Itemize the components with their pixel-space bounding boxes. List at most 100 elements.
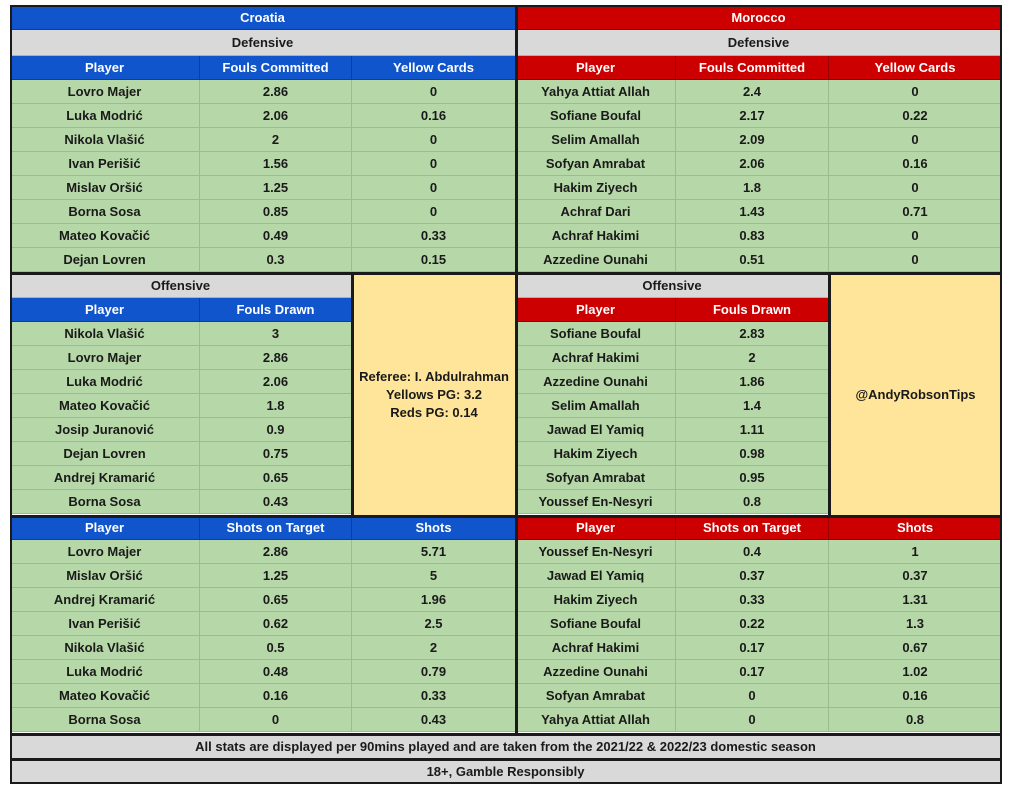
croatia-shots-cell: 2.86 (200, 540, 352, 564)
twitter-handle: @AndyRobsonTips (829, 273, 1002, 516)
croatia-shots-cell: 0.79 (352, 660, 516, 684)
croatia-offensive-cell: 1.8 (200, 394, 352, 418)
croatia-offensive-cell: 0.75 (200, 442, 352, 466)
croatia-defensive-cell: Lovro Majer (10, 80, 200, 104)
morocco-shots-cell: Azzedine Ounahi (516, 660, 676, 684)
croatia-shots-cell: 0.43 (352, 708, 516, 732)
croatia-offensive-cell: 2.86 (200, 346, 352, 370)
croatia-offensive-cell: Mateo Kovačić (10, 394, 200, 418)
croatia-shots-cell: 2 (352, 636, 516, 660)
gamble-notice: 18+, Gamble Responsibly (10, 759, 1002, 784)
croatia-defensive-cell: 0.15 (352, 248, 516, 272)
croatia-offensive-cell: Dejan Lovren (10, 442, 200, 466)
morocco-offensive-cell: 0.95 (676, 466, 829, 490)
croatia-defensive-cell: Luka Modrić (10, 104, 200, 128)
morocco-defensive-cell: 0 (829, 224, 1002, 248)
morocco-defensive-cell: 0.71 (829, 200, 1002, 224)
croatia-offensive-header: Player (10, 298, 200, 322)
croatia-offensive-cell: Nikola Vlašić (10, 322, 200, 346)
croatia-defensive-cell: 0 (352, 200, 516, 224)
morocco-shots-cell: Yahya Attiat Allah (516, 708, 676, 732)
croatia-shots-cell: 0.62 (200, 612, 352, 636)
morocco-offensive-cell: Achraf Hakimi (516, 346, 676, 370)
morocco-defensive-cell: 0.22 (829, 104, 1002, 128)
croatia-shots-cell: 0.48 (200, 660, 352, 684)
croatia-defensive-cell: 0 (352, 176, 516, 200)
morocco-shots-cell: 0.17 (676, 660, 829, 684)
croatia-offensive-title: Offensive (10, 273, 352, 298)
croatia-defensive-cell: Nikola Vlašić (10, 128, 200, 152)
croatia-shots-cell: 5.71 (352, 540, 516, 564)
croatia-shots-cell: 0 (200, 708, 352, 732)
morocco-shots-cell: 0.17 (676, 636, 829, 660)
morocco-defensive-cell: 2.09 (676, 128, 829, 152)
morocco-shots-cell: 0 (676, 708, 829, 732)
morocco-defensive-header: Fouls Committed (676, 56, 829, 80)
croatia-shots-cell: Luka Modrić (10, 660, 200, 684)
croatia-defensive-cell: 0.16 (352, 104, 516, 128)
morocco-shots-cell: 1.3 (829, 612, 1002, 636)
morocco-offensive-cell: Hakim Ziyech (516, 442, 676, 466)
morocco-offensive-cell: 1.86 (676, 370, 829, 394)
croatia-defensive-cell: Borna Sosa (10, 200, 200, 224)
croatia-offensive-cell: 3 (200, 322, 352, 346)
morocco-offensive-cell: Jawad El Yamiq (516, 418, 676, 442)
croatia-offensive-cell: 0.9 (200, 418, 352, 442)
croatia-shots-cell: 1.96 (352, 588, 516, 612)
croatia-offensive-cell: 0.65 (200, 466, 352, 490)
morocco-defensive-cell: Hakim Ziyech (516, 176, 676, 200)
morocco-offensive-cell: 0.98 (676, 442, 829, 466)
croatia-defensive-cell: 0.3 (200, 248, 352, 272)
morocco-team-title: Morocco (516, 5, 1002, 30)
morocco-defensive-cell: 0.51 (676, 248, 829, 272)
morocco-defensive-cell: Selim Amallah (516, 128, 676, 152)
croatia-offensive-cell: Borna Sosa (10, 490, 200, 514)
croatia-shots-header: Player (10, 516, 200, 540)
croatia-shots-cell: 5 (352, 564, 516, 588)
morocco-defensive-title: Defensive (516, 30, 1002, 56)
croatia-offensive-cell: 0.43 (200, 490, 352, 514)
croatia-defensive-cell: Mislav Oršić (10, 176, 200, 200)
croatia-defensive-cell: 0 (352, 128, 516, 152)
morocco-shots-header: Shots (829, 516, 1002, 540)
morocco-shots-cell: 0.16 (829, 684, 1002, 708)
morocco-shots-cell: 0 (676, 684, 829, 708)
morocco-defensive-cell: Yahya Attiat Allah (516, 80, 676, 104)
croatia-shots-cell: Borna Sosa (10, 708, 200, 732)
croatia-defensive-header: Yellow Cards (352, 56, 516, 80)
morocco-defensive-cell: 0 (829, 248, 1002, 272)
croatia-defensive-cell: 2 (200, 128, 352, 152)
morocco-shots-cell: 0.8 (829, 708, 1002, 732)
morocco-offensive-cell: Sofiane Boufal (516, 322, 676, 346)
morocco-offensive-cell: 2 (676, 346, 829, 370)
morocco-defensive-cell: Sofiane Boufal (516, 104, 676, 128)
morocco-defensive-cell: 1.43 (676, 200, 829, 224)
croatia-shots-cell: Mateo Kovačić (10, 684, 200, 708)
croatia-shots-cell: Mislav Oršić (10, 564, 200, 588)
croatia-defensive-header: Fouls Committed (200, 56, 352, 80)
morocco-shots-cell: 0.4 (676, 540, 829, 564)
croatia-shots-cell: 0.5 (200, 636, 352, 660)
croatia-defensive-cell: Ivan Perišić (10, 152, 200, 176)
referee-info: Referee: I. Abdulrahman Yellows PG: 3.2 Re… (352, 273, 516, 516)
croatia-defensive-cell: 0.49 (200, 224, 352, 248)
referee-name: Referee: I. Abdulrahman (359, 368, 509, 384)
morocco-shots-cell: 1.02 (829, 660, 1002, 684)
morocco-offensive-cell: Selim Amallah (516, 394, 676, 418)
croatia-shots-cell: 2.5 (352, 612, 516, 636)
croatia-shots-cell: Nikola Vlašić (10, 636, 200, 660)
croatia-defensive-cell: Mateo Kovačić (10, 224, 200, 248)
morocco-defensive-cell: 2.17 (676, 104, 829, 128)
morocco-shots-cell: Achraf Hakimi (516, 636, 676, 660)
croatia-shots-cell: 0.33 (352, 684, 516, 708)
morocco-defensive-cell: Achraf Hakimi (516, 224, 676, 248)
morocco-offensive-cell: 2.83 (676, 322, 829, 346)
morocco-offensive-cell: 1.11 (676, 418, 829, 442)
croatia-offensive-cell: Andrej Kramarić (10, 466, 200, 490)
morocco-defensive-cell: 1.8 (676, 176, 829, 200)
morocco-defensive-header: Player (516, 56, 676, 80)
stats-disclaimer: All stats are displayed per 90mins playe… (10, 734, 1002, 759)
morocco-shots-cell: 0.37 (829, 564, 1002, 588)
croatia-defensive-cell: 0.85 (200, 200, 352, 224)
morocco-offensive-cell: Azzedine Ounahi (516, 370, 676, 394)
